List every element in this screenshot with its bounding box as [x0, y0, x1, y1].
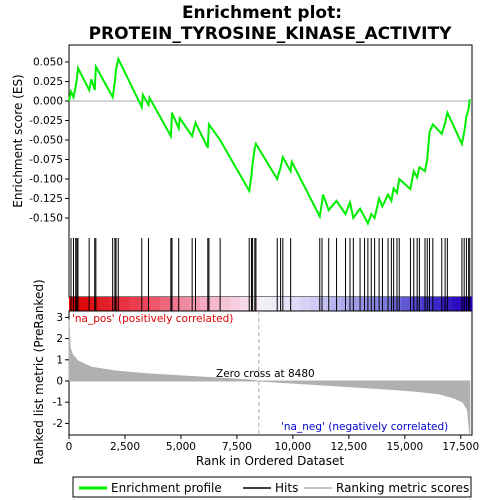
- es-y-tick-label: 0.025: [33, 76, 63, 88]
- x-tick-label: 10,000: [275, 441, 312, 453]
- metric-y-tick-label: 0: [56, 376, 63, 388]
- x-axis-label: Rank in Ordered Dataset: [196, 454, 344, 468]
- legend-item-enrichment-profile: Enrichment profile: [79, 481, 222, 495]
- color-bar-segment: [99, 297, 110, 311]
- color-bar-segment: [401, 297, 413, 311]
- es-y-tick-label: 0.000: [33, 96, 63, 108]
- es-y-tick-label: -0.075: [29, 154, 63, 166]
- color-bar-segment: [119, 297, 131, 311]
- legend-item-hits: Hits: [243, 481, 298, 495]
- es-y-axis-label: Enrichment score (ES): [11, 74, 25, 207]
- x-tick-label: 12,500: [330, 441, 367, 453]
- x-tick-label: 7,500: [222, 441, 252, 453]
- legend-label-ranking-metric-scores: Ranking metric scores: [336, 481, 469, 495]
- metric-y-axis: 3 2 1 0 -1 -2: [53, 312, 69, 430]
- chart-title-line2: PROTEIN_TYROSINE_KINASE_ACTIVITY: [89, 24, 452, 44]
- x-tick-label: 2,500: [110, 441, 140, 453]
- color-bar-segment: [280, 297, 292, 311]
- x-tick-label: 5,000: [166, 441, 196, 453]
- color-bar-segment: [371, 297, 382, 311]
- color-bar-segment: [341, 297, 352, 311]
- chart-title-line1: Enrichment plot:: [182, 3, 342, 23]
- zero-cross-label: Zero cross at 8480: [216, 368, 315, 380]
- x-tick-label: 15,000: [386, 441, 423, 453]
- color-bar-segment: [260, 297, 272, 311]
- legend-item-ranking-metric-scores: Ranking metric scores: [304, 481, 469, 495]
- color-bar-segment: [139, 297, 151, 311]
- es-y-tick-label: -0.100: [29, 174, 63, 186]
- color-bar-segment: [240, 297, 251, 311]
- color-bar-segment: [159, 297, 171, 311]
- color-bar-segment: [300, 297, 312, 311]
- ranking-metric-area: [68, 319, 471, 435]
- color-bar-segment: [320, 297, 332, 311]
- enrichment-profile-line: [68, 55, 471, 226]
- color-bar-segment: [290, 297, 302, 311]
- color-bar-segment: [179, 297, 191, 311]
- color-bar-segment: [199, 297, 211, 311]
- color-bar-segment: [351, 297, 362, 311]
- es-panel-frame: [68, 44, 473, 298]
- color-bar-segment: [79, 297, 90, 311]
- es-y-tick-label: -0.050: [29, 135, 63, 147]
- color-bar-segment: [270, 297, 282, 311]
- x-tick-label: 0: [66, 441, 73, 453]
- color-bar-segment: [129, 297, 141, 311]
- negative-correlation-label: 'na_neg' (negatively correlated): [281, 421, 448, 433]
- color-bar-segment: [69, 297, 80, 311]
- color-bar-segment: [230, 297, 241, 311]
- legend-label-hits: Hits: [275, 481, 298, 495]
- metric-y-tick-label: 3: [56, 312, 63, 324]
- es-y-tick-label: -0.025: [29, 115, 63, 127]
- es-y-tick-label: -0.125: [29, 193, 63, 205]
- hits-panel: [70, 238, 471, 297]
- legend-box: [72, 476, 472, 498]
- metric-y-tick-label: -1: [53, 397, 63, 409]
- color-bar-segment: [169, 297, 181, 311]
- metric-y-axis-label: Ranked list metric (PreRanked): [32, 279, 46, 464]
- color-bar-segment: [431, 297, 443, 311]
- metric-x-axis: 0 2,500 5,000 7,500 10,000 12,500 15,000 17,500: [66, 435, 479, 453]
- metric-y-tick-label: -2: [53, 418, 63, 430]
- es-y-tick-label: -0.150: [29, 213, 63, 225]
- metric-y-tick-label: 1: [56, 354, 63, 366]
- x-tick-label: 17,500: [442, 441, 479, 453]
- es-y-tick-label: 0.050: [33, 57, 63, 69]
- color-bar-segment: [451, 297, 463, 311]
- color-bar-segment: [361, 297, 372, 311]
- positive-correlation-label: 'na_pos' (positively correlated): [72, 313, 233, 325]
- color-bar-segment: [381, 297, 392, 311]
- color-bar-segment: [461, 297, 473, 311]
- color-bar-segment: [310, 297, 322, 311]
- metric-y-tick-label: 2: [56, 333, 63, 345]
- legend-label-enrichment-profile: Enrichment profile: [111, 481, 222, 495]
- es-y-axis: 0.050 0.025 0.000 -0.025 -0.050 -0.075 -0.100 -…: [29, 57, 69, 225]
- color-bar-segment: [210, 297, 221, 311]
- rank-color-bar: [69, 297, 473, 311]
- color-bar-segment: [220, 297, 231, 311]
- color-bar-segment: [149, 297, 161, 311]
